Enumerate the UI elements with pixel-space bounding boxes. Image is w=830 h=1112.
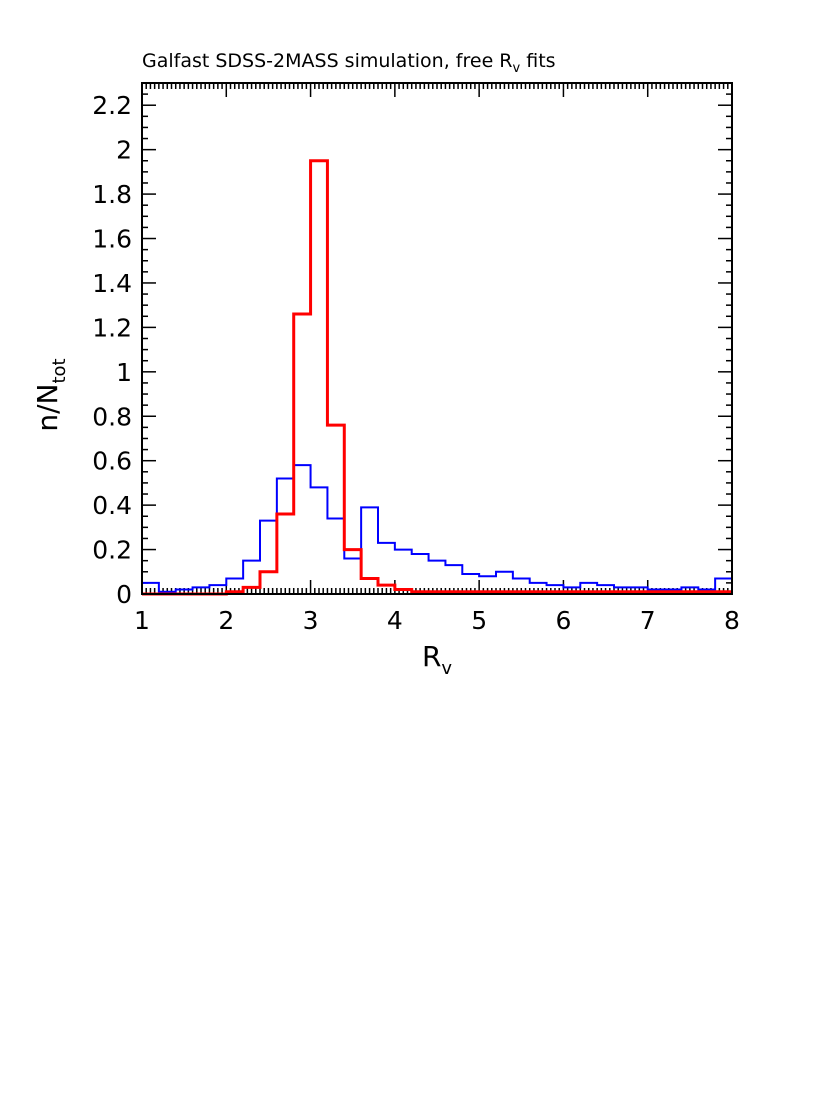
x-tick-label: 4	[387, 606, 403, 635]
x-tick-label: 7	[640, 606, 656, 635]
y-tick-label: 1.8	[92, 180, 132, 209]
x-tick-label: 2	[218, 606, 234, 635]
y-tick-label: 2	[116, 136, 132, 165]
y-tick-label: 1.2	[92, 313, 132, 342]
y-tick-label: 1.6	[92, 225, 132, 254]
plot-frame	[141, 82, 733, 595]
x-tick-label: 6	[555, 606, 571, 635]
y-tick-label: 1	[116, 358, 132, 387]
series-layer	[142, 159, 733, 596]
y-tick-label: 2.2	[92, 91, 132, 120]
x-tick-label: 1	[134, 606, 150, 635]
x-tick-label: 3	[303, 606, 319, 635]
y-tick-label: 1.4	[92, 269, 132, 298]
y-tick-label: 0.6	[92, 447, 132, 476]
x-tick-label: 8	[724, 606, 740, 635]
y-tick-label: 0.4	[92, 491, 132, 520]
y-tick-label: 0.2	[92, 536, 132, 565]
y-tick-label: 0.8	[92, 402, 132, 431]
y-tick-label: 0	[116, 580, 132, 609]
ticks-layer	[141, 82, 733, 595]
tick-labels-layer: 1 2 3 4 5 6 7 8 0 0.2 0.4 0.6 0.8 1 1.2 1.4 1.6 1.8 2 2.2	[92, 91, 740, 635]
histogram-series-1	[142, 464, 733, 593]
y-axis-title: n/Ntot	[31, 358, 70, 431]
histogram-series-2	[142, 159, 732, 596]
x-axis-title: Rv	[422, 640, 452, 679]
x-tick-label: 5	[471, 606, 487, 635]
chart-title: Galfast SDSS-2MASS simulation, free Rv f…	[142, 50, 556, 76]
